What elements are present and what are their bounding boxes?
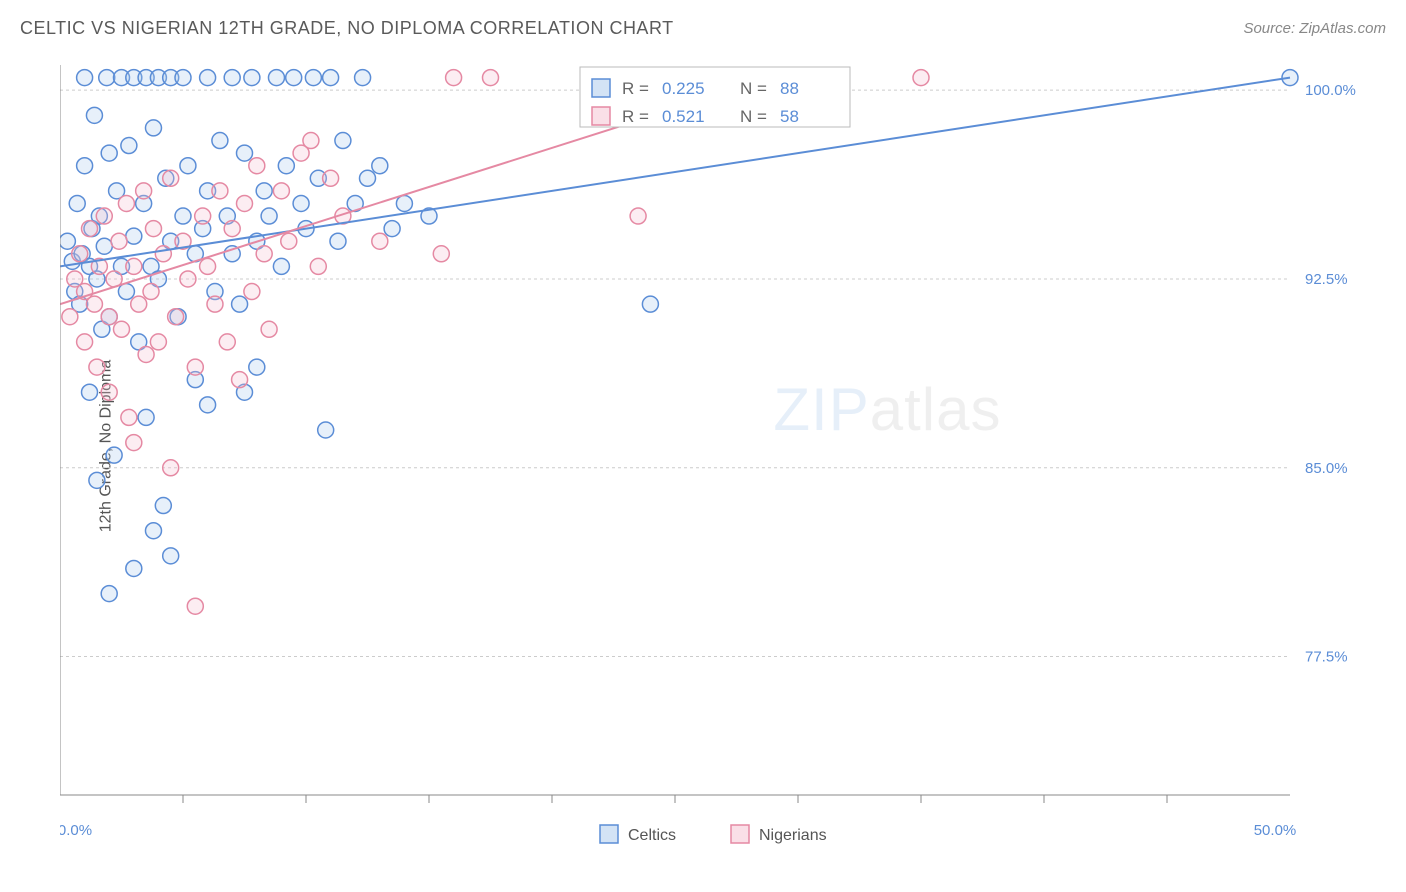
scatter-chart-svg: 77.5% 85.0% 92.5% 100.0% ZIPatlas 0.0% 50.0% R … bbox=[60, 55, 1380, 855]
svg-text:R =: R = bbox=[622, 79, 649, 98]
svg-text:N =: N = bbox=[740, 79, 767, 98]
svg-text:N =: N = bbox=[740, 107, 767, 126]
svg-text:58: 58 bbox=[780, 107, 799, 126]
svg-text:Nigerians: Nigerians bbox=[759, 827, 827, 844]
svg-text:92.5%: 92.5% bbox=[1305, 271, 1348, 288]
svg-text:50.0%: 50.0% bbox=[1254, 822, 1297, 839]
svg-text:0.0%: 0.0% bbox=[60, 822, 92, 839]
svg-text:100.0%: 100.0% bbox=[1305, 82, 1356, 99]
svg-text:Celtics: Celtics bbox=[628, 827, 676, 844]
chart-title: CELTIC VS NIGERIAN 12TH GRADE, NO DIPLOM… bbox=[20, 18, 674, 39]
chart-container: 77.5%85.0%92.5%100.0%ZIPatlas0.0%50.0%R … bbox=[60, 55, 1380, 815]
svg-text:ZIPatlas: ZIPatlas bbox=[773, 376, 1001, 443]
svg-text:0.521: 0.521 bbox=[662, 107, 705, 126]
svg-text:85.0%: 85.0% bbox=[1305, 460, 1348, 477]
svg-text:0.225: 0.225 bbox=[662, 79, 705, 98]
svg-text:77.5%: 77.5% bbox=[1305, 649, 1348, 666]
svg-text:88: 88 bbox=[780, 79, 799, 98]
svg-text:R =: R = bbox=[622, 107, 649, 126]
source-attribution: Source: ZipAtlas.com bbox=[1243, 20, 1386, 37]
